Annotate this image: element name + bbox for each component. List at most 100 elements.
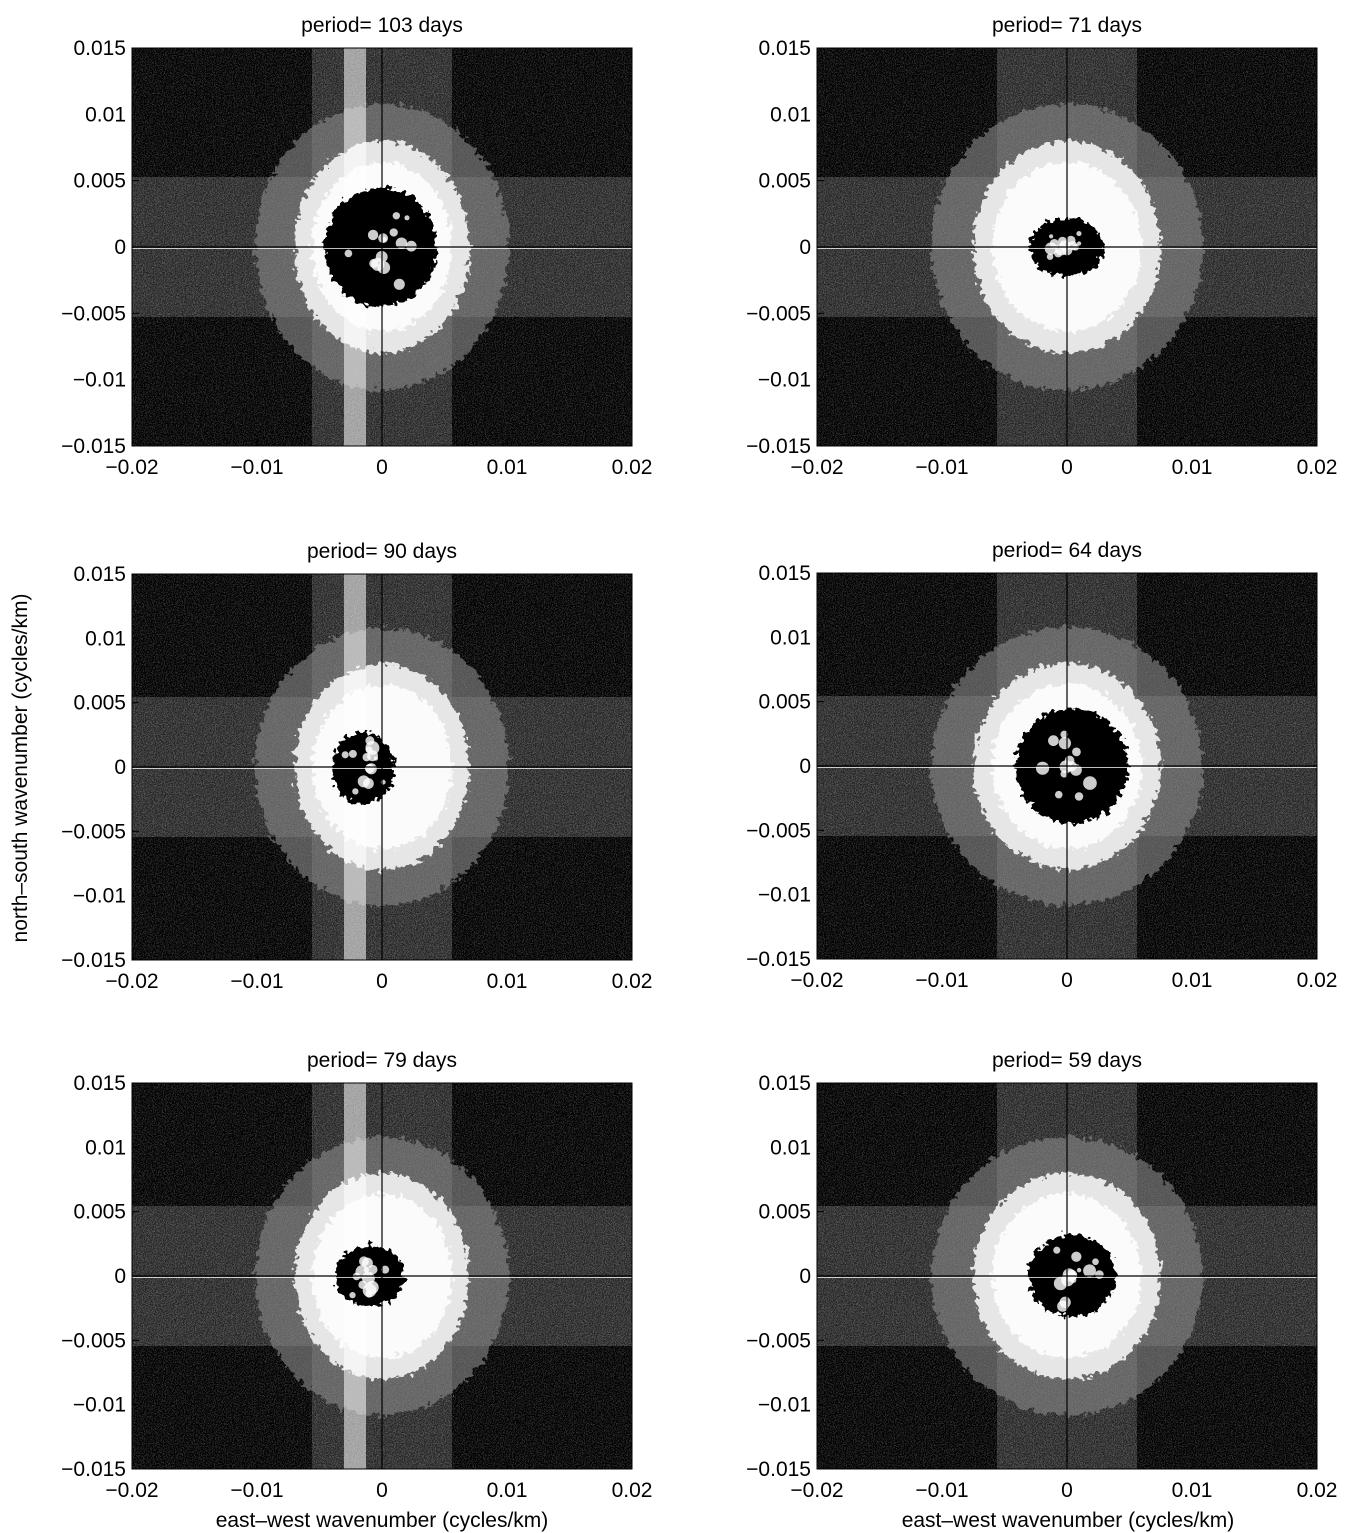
y-tick-label: 0.01 [85, 103, 126, 126]
panel-title: period= 64 days [992, 539, 1142, 562]
core-speck [358, 1280, 367, 1290]
spectrum-image [817, 1083, 1317, 1469]
y-tick-label: 0.015 [73, 1072, 126, 1095]
x-tick-label: 0 [1061, 456, 1073, 479]
x-tick-label: −0.02 [790, 969, 843, 992]
core-speck [1074, 792, 1084, 801]
spectrum-image [817, 48, 1317, 446]
y-tick-label: −0.01 [73, 1394, 126, 1417]
y-tick-label: −0.01 [73, 369, 126, 392]
x-tick-label: 0.02 [1297, 456, 1338, 479]
y-tick-label: 0.005 [758, 1201, 811, 1224]
x-tick-label: −0.02 [790, 1479, 843, 1502]
y-tick-label: −0.005 [61, 820, 126, 843]
y-tick-label: −0.005 [61, 1329, 126, 1352]
core-speck [1046, 253, 1054, 260]
panel-title: period= 90 days [307, 540, 457, 563]
y-tick-label: 0.01 [770, 103, 811, 126]
x-tick-label: −0.01 [915, 969, 968, 992]
core-speck [1049, 238, 1059, 249]
y-tick-label: −0.015 [746, 435, 811, 458]
x-tick-label: 0.02 [612, 970, 653, 993]
core-speck [1058, 236, 1067, 246]
x-tick-label: −0.01 [230, 1479, 283, 1502]
core-speck [1083, 776, 1097, 790]
core-speck [367, 229, 379, 241]
x-tick-label: 0.01 [487, 1479, 528, 1502]
y-tick-label: 0.005 [758, 170, 811, 193]
panel-title: period= 59 days [992, 1049, 1142, 1072]
spectrum-panel: period= 103 days −0.02 −0.01 0 0.01 0.02 0.015… [61, 14, 652, 479]
y-tick-label: −0.015 [746, 1458, 811, 1481]
y-tick-label: −0.01 [758, 369, 811, 392]
y-tick-label: −0.005 [746, 819, 811, 842]
core-speck [365, 740, 380, 755]
core-speck [362, 753, 371, 762]
panel-title: period= 79 days [307, 1049, 457, 1072]
core-speck [1076, 231, 1082, 237]
core-speck [1071, 1251, 1082, 1262]
x-tick-label: −0.01 [230, 970, 283, 993]
core-speck [1076, 1267, 1082, 1273]
x-tick-label: −0.01 [915, 1479, 968, 1502]
core-speck [1054, 790, 1063, 799]
y-tick-label: 0.015 [758, 1072, 811, 1095]
y-tick-label: 0.01 [85, 627, 126, 650]
x-tick-label: 0 [1061, 969, 1073, 992]
x-tick-label: −0.01 [230, 456, 283, 479]
spectrum-image [817, 573, 1317, 959]
y-tick-label: 0.015 [73, 37, 126, 60]
y-tick-label: 0.01 [770, 1136, 811, 1159]
y-tick-label: 0 [799, 1265, 811, 1288]
x-tick-label: 0.01 [1172, 456, 1213, 479]
core-speck [359, 1256, 369, 1267]
y-tick-label: 0.005 [73, 1201, 126, 1224]
x-tick-label: 0 [376, 456, 388, 479]
x-tick-label: −0.02 [105, 1479, 158, 1502]
y-tick-label: 0.005 [758, 691, 811, 714]
core-speck [357, 775, 370, 788]
y-tick-label: 0 [114, 1265, 126, 1288]
x-tick-label: 0.02 [612, 1479, 653, 1502]
panel-title: period= 71 days [992, 14, 1142, 37]
core-speck [352, 788, 359, 795]
y-tick-label: −0.005 [61, 302, 126, 325]
core-speck [1077, 241, 1082, 246]
y-tick-label: −0.01 [758, 884, 811, 907]
core-speck [344, 249, 353, 258]
y-tick-label: −0.005 [746, 1329, 811, 1352]
core-speck [1092, 1258, 1099, 1266]
core-speck [1060, 730, 1068, 739]
core-speck [405, 240, 417, 252]
core-speck [1048, 735, 1059, 747]
core-speck [349, 1291, 356, 1299]
core-speck [404, 215, 410, 221]
y-tick-label: 0.005 [73, 170, 126, 193]
x-tick-label: 0 [376, 1479, 388, 1502]
core-speck [341, 751, 349, 759]
spectrum-image [132, 1083, 632, 1469]
core-speck [1070, 764, 1082, 776]
y-tick-label: −0.015 [746, 948, 811, 971]
core-speck [389, 228, 398, 237]
spectrum-panel: period= 59 days −0.02 −0.01 0 0.01 0.02 0.015 0… [746, 1049, 1337, 1502]
core-speck [1058, 737, 1072, 750]
y-tick-label: −0.01 [758, 1394, 811, 1417]
spectrum-image [132, 48, 632, 446]
core-speck [1059, 1296, 1071, 1308]
y-tick-label: 0.015 [73, 563, 126, 586]
core-speck [381, 236, 387, 243]
core-speck [1068, 241, 1078, 251]
y-tick-label: 0.005 [73, 692, 126, 715]
core-speck [1070, 1276, 1077, 1284]
panels-group: period= 103 days −0.02 −0.01 0 0.01 0.02 0.015… [61, 14, 1337, 1502]
x-axis-label-left: east–west wavenumber (cycles/km) [216, 1509, 549, 1532]
y-tick-label: 0 [799, 236, 811, 259]
spectrum-panel: period= 64 days −0.02 −0.01 0 0.01 0.02 0.015 0… [746, 539, 1337, 992]
y-axis-label: north–south wavenumber (cycles/km) [9, 594, 32, 943]
spectrum-panel: period= 79 days −0.02 −0.01 0 0.01 0.02 0.015 0… [61, 1049, 652, 1502]
spectrum-panel: period= 71 days −0.02 −0.01 0 0.01 0.02 0.015 0… [746, 14, 1337, 479]
y-tick-label: −0.005 [746, 302, 811, 325]
core-speck [381, 1265, 390, 1274]
core-speck [395, 237, 408, 249]
